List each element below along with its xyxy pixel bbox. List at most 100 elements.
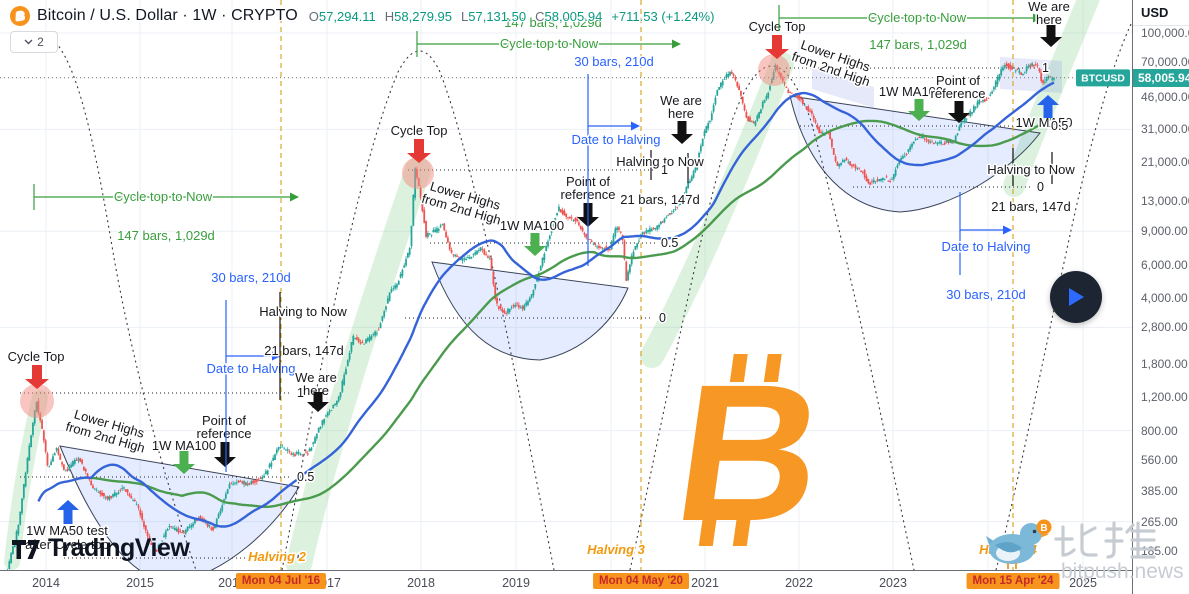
fib-level-label: 1 xyxy=(1042,61,1049,75)
ma50-label: after Cycle top xyxy=(25,537,109,552)
ma100-label: 1W MA100 xyxy=(152,438,216,453)
ma100-label: 1W MA100 xyxy=(500,218,564,233)
price-tick-label: 9,000.00 xyxy=(1141,224,1188,239)
cycle-top-label: Cycle Top xyxy=(749,19,806,34)
year-tick-label: 2023 xyxy=(879,576,907,590)
fib-level-label: 0.5 xyxy=(1051,119,1068,133)
halving-event-label: Halving 3 xyxy=(587,542,646,557)
year-tick-label: 2019 xyxy=(502,576,530,590)
bars-count-label: 147 bars, 1,029d xyxy=(117,228,215,243)
point-of-reference-label: Point of xyxy=(202,413,246,428)
runup-band xyxy=(640,52,794,368)
halving-to-now-label: Halving to Now xyxy=(616,154,704,169)
last-price-tag: 58,005.94 xyxy=(1133,68,1189,87)
ma50-label: 1W MA50 test xyxy=(26,523,108,538)
bars-count-label: 21 bars, 147d xyxy=(264,343,344,358)
we-are-here-label: We are xyxy=(1028,0,1070,14)
bitcoin-circle-icon: B xyxy=(8,4,32,28)
price-tick-label: 31,000.00 xyxy=(1141,122,1189,137)
ma100-line xyxy=(74,116,1055,508)
price-tick-label: 13,000.00 xyxy=(1141,193,1189,208)
symbol-header: B Bitcoin / U.S. Dollar · 1W · CRYPTO O5… xyxy=(8,4,714,28)
play-button[interactable] xyxy=(1050,271,1102,323)
year-tick-label: 2025 xyxy=(1069,576,1097,590)
price-tick-label: 1,200.00 xyxy=(1141,390,1188,405)
svg-text:B: B xyxy=(664,344,835,562)
cycle-arc xyxy=(51,37,197,571)
year-tick-label: 2018 xyxy=(407,576,435,590)
time-axis[interactable]: 2014201520162017201820192020202120222023… xyxy=(0,570,1189,594)
bars-count-label: 30 bars, 210d xyxy=(946,287,1026,302)
point-of-reference-label: Point of xyxy=(936,73,980,88)
fib-level-label: 1 xyxy=(661,163,668,177)
runup-band xyxy=(286,157,431,577)
bars-count-label: 147 bars, 1,029d xyxy=(869,37,967,52)
cycle-arc xyxy=(281,50,555,571)
marker-arrow-down xyxy=(524,233,546,256)
arrowhead xyxy=(290,192,299,202)
price-tick-label: 6,000.00 xyxy=(1141,257,1188,272)
price-tick-label: 4,000.00 xyxy=(1141,291,1188,306)
date-to-halving-label: Date to Halving xyxy=(572,132,661,147)
cycle-top-highlight xyxy=(402,157,434,189)
price-tick-label: 2,800.00 xyxy=(1141,320,1188,335)
halving-date-tag: Mon 15 Apr '24 xyxy=(966,573,1060,589)
fib-level-label: 0 xyxy=(297,551,304,565)
arrowhead xyxy=(631,121,640,131)
halving-event-label: Halving 2 xyxy=(248,549,307,564)
play-icon xyxy=(1069,288,1084,306)
bars-count-label: 147 bars, 1,029d xyxy=(504,15,602,30)
tradingview-logo-text: TradingView xyxy=(48,534,190,562)
chevron-down-icon xyxy=(24,39,33,45)
price-tick-label: 265.00 xyxy=(1141,514,1178,529)
year-tick-label: 2015 xyxy=(126,576,154,590)
price-tick-label: 46,000.00 xyxy=(1141,89,1189,104)
marker-arrow-down xyxy=(1040,25,1062,47)
price-axis[interactable]: USD 100,000.00 70,000.00 46,000.00 31,000.0… xyxy=(1132,0,1189,594)
marker-arrow-down xyxy=(908,99,930,121)
marker-arrow-down xyxy=(307,392,329,412)
halving-date-tag: Mon 04 May '20 xyxy=(593,573,689,589)
bars-count-label: 30 bars, 210d xyxy=(574,54,654,69)
tradingview-logo[interactable]: TradingView xyxy=(10,534,190,563)
bars-count-label: 21 bars, 147d xyxy=(620,192,700,207)
price-tick-label: 1,800.00 xyxy=(1141,356,1188,371)
currency-label: USD xyxy=(1141,5,1169,20)
halving-to-now-label: Halving to Now xyxy=(987,162,1075,177)
price-tick-label: 21,000.00 xyxy=(1141,154,1189,169)
point-of-reference-label: reference xyxy=(197,426,252,441)
fib-level-label: 0 xyxy=(659,311,666,325)
chart-pane[interactable]: BTCUSD B Cycle Top Lower Highs from 2nd High… xyxy=(0,0,1137,594)
cycle-arcs-layer xyxy=(51,13,1137,571)
cycle-top-label: Cycle Top xyxy=(8,349,65,364)
marker-arrow-down xyxy=(214,442,236,467)
fib-level-label: 0 xyxy=(1037,180,1044,194)
year-tick-label: 2021 xyxy=(691,576,719,590)
marker-arrow-down xyxy=(671,121,693,144)
halving-event-label: Halving 4 xyxy=(979,542,1038,557)
ohlc-values: O57,294.11 H58,279.95 L57,131.50 C58,005.94 xyxy=(309,9,603,24)
we-are-here-label: We are xyxy=(660,93,702,108)
price-tick-label: 100,000.00 xyxy=(1141,26,1189,40)
indicators-collapse-button[interactable]: 2 xyxy=(10,31,58,53)
symbol-title[interactable]: Bitcoin / U.S. Dollar · 1W · CRYPTO xyxy=(37,7,298,24)
price-tick-label: 385.00 xyxy=(1141,483,1178,498)
arrowhead xyxy=(1033,13,1042,23)
we-are-here-label: We are xyxy=(295,370,337,385)
marker-arrow-down xyxy=(25,365,49,389)
fib-level-label: 0.5 xyxy=(661,236,678,250)
price-tick-label: 70,000.00 xyxy=(1141,55,1189,70)
marker-arrow-up xyxy=(57,500,79,524)
fib-level-label: 1 xyxy=(297,386,304,400)
tradingview-logo-icon xyxy=(12,539,40,559)
year-tick-label: 2014 xyxy=(32,576,60,590)
cycle-top-to-now-label: Cycle top to Now xyxy=(868,10,967,25)
halving-lines-layer xyxy=(280,0,1014,570)
ma50-line xyxy=(37,81,1055,528)
accumulation-cup xyxy=(431,261,629,361)
bars-count-label: 30 bars, 210d xyxy=(211,270,291,285)
cycle-top-label: Cycle Top xyxy=(391,123,448,138)
